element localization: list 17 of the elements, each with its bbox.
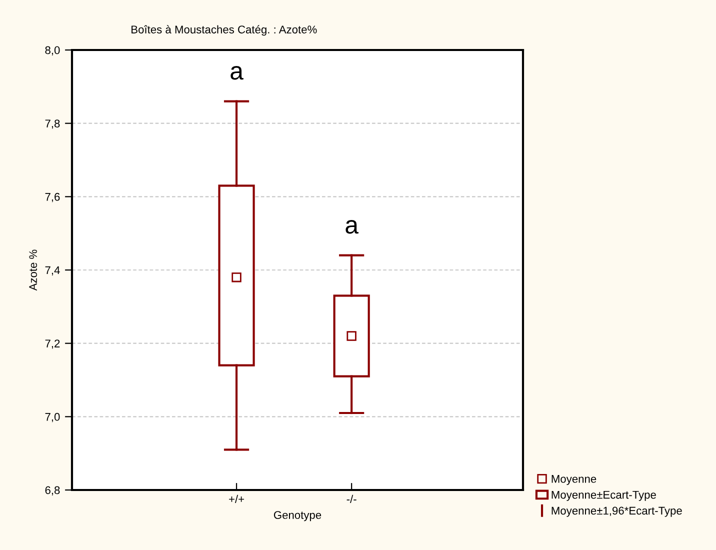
annotation: a (230, 66, 244, 80)
y-tick-label: 7,8 (45, 120, 60, 129)
y-axis-title: Azote % (29, 250, 37, 291)
y-tick-label: 7,4 (45, 266, 60, 276)
x-axis-title: Genotype (274, 511, 322, 522)
text: Moyenne (552, 475, 596, 485)
chart-title: Boîtes à Moustaches Catég. : Azote% (132, 25, 317, 36)
y-tick-label: 8,0 (45, 46, 60, 56)
y-tick-label: 7,0 (45, 412, 60, 422)
x-tick-label: -/- (346, 494, 356, 504)
legend-label: Moyenne±Ecart-Type (552, 490, 656, 501)
x-tick-label: +/+ (229, 494, 244, 504)
text: Moyenne±1,96*Ecart-Type (552, 506, 682, 517)
y-tick-label: 6,8 (45, 486, 60, 496)
y-tick-label: 7,6 (45, 192, 60, 202)
annotation: a (346, 220, 359, 234)
y-tick-label: 7,2 (45, 340, 60, 349)
